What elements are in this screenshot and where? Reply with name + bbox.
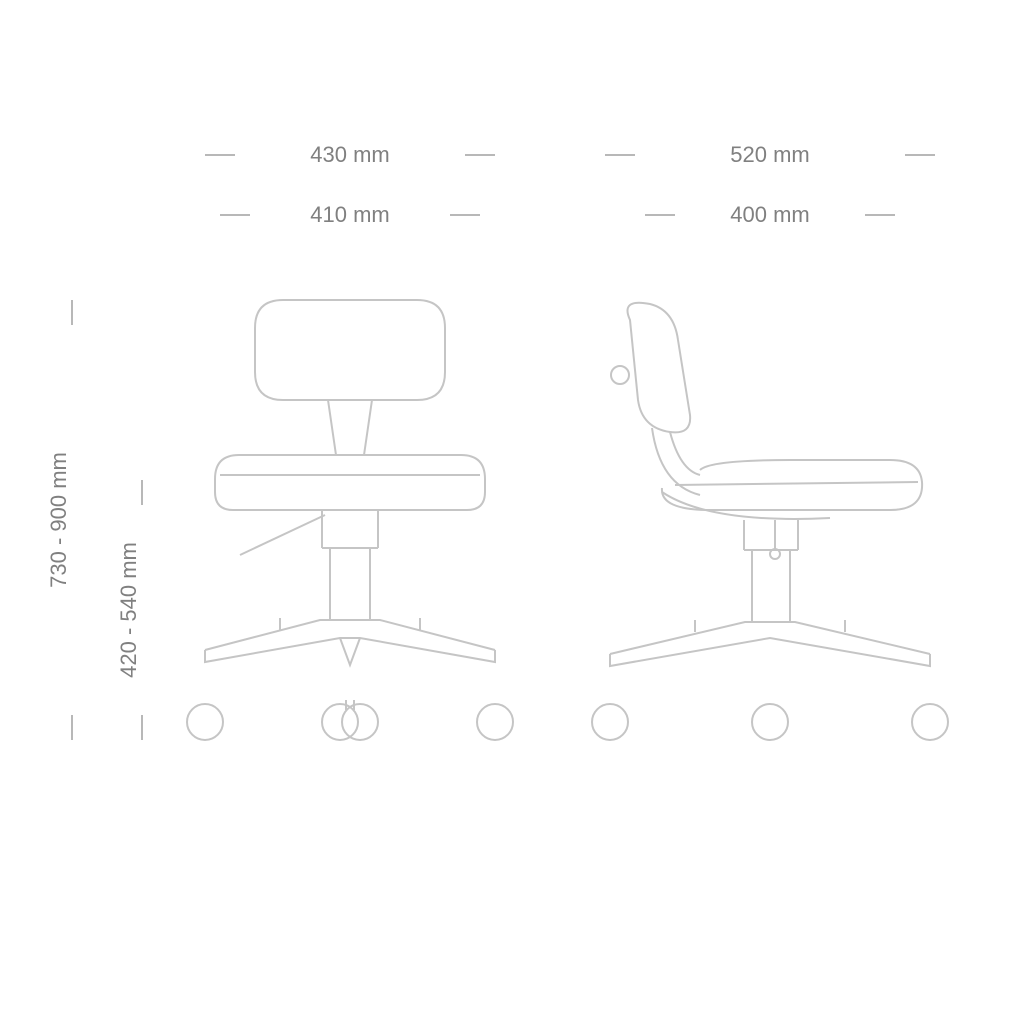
svg-text:410 mm: 410 mm bbox=[310, 202, 389, 227]
svg-text:420 - 540 mm: 420 - 540 mm bbox=[116, 542, 141, 678]
svg-text:400 mm: 400 mm bbox=[730, 202, 809, 227]
svg-text:520 mm: 520 mm bbox=[730, 142, 809, 167]
dimension-diagram: 430 mm 410 mm 520 mm 400 mm 730 - 900 mm 420 … bbox=[0, 0, 1024, 1024]
svg-text:730 - 900 mm: 730 - 900 mm bbox=[46, 452, 71, 588]
svg-text:430 mm: 430 mm bbox=[310, 142, 389, 167]
